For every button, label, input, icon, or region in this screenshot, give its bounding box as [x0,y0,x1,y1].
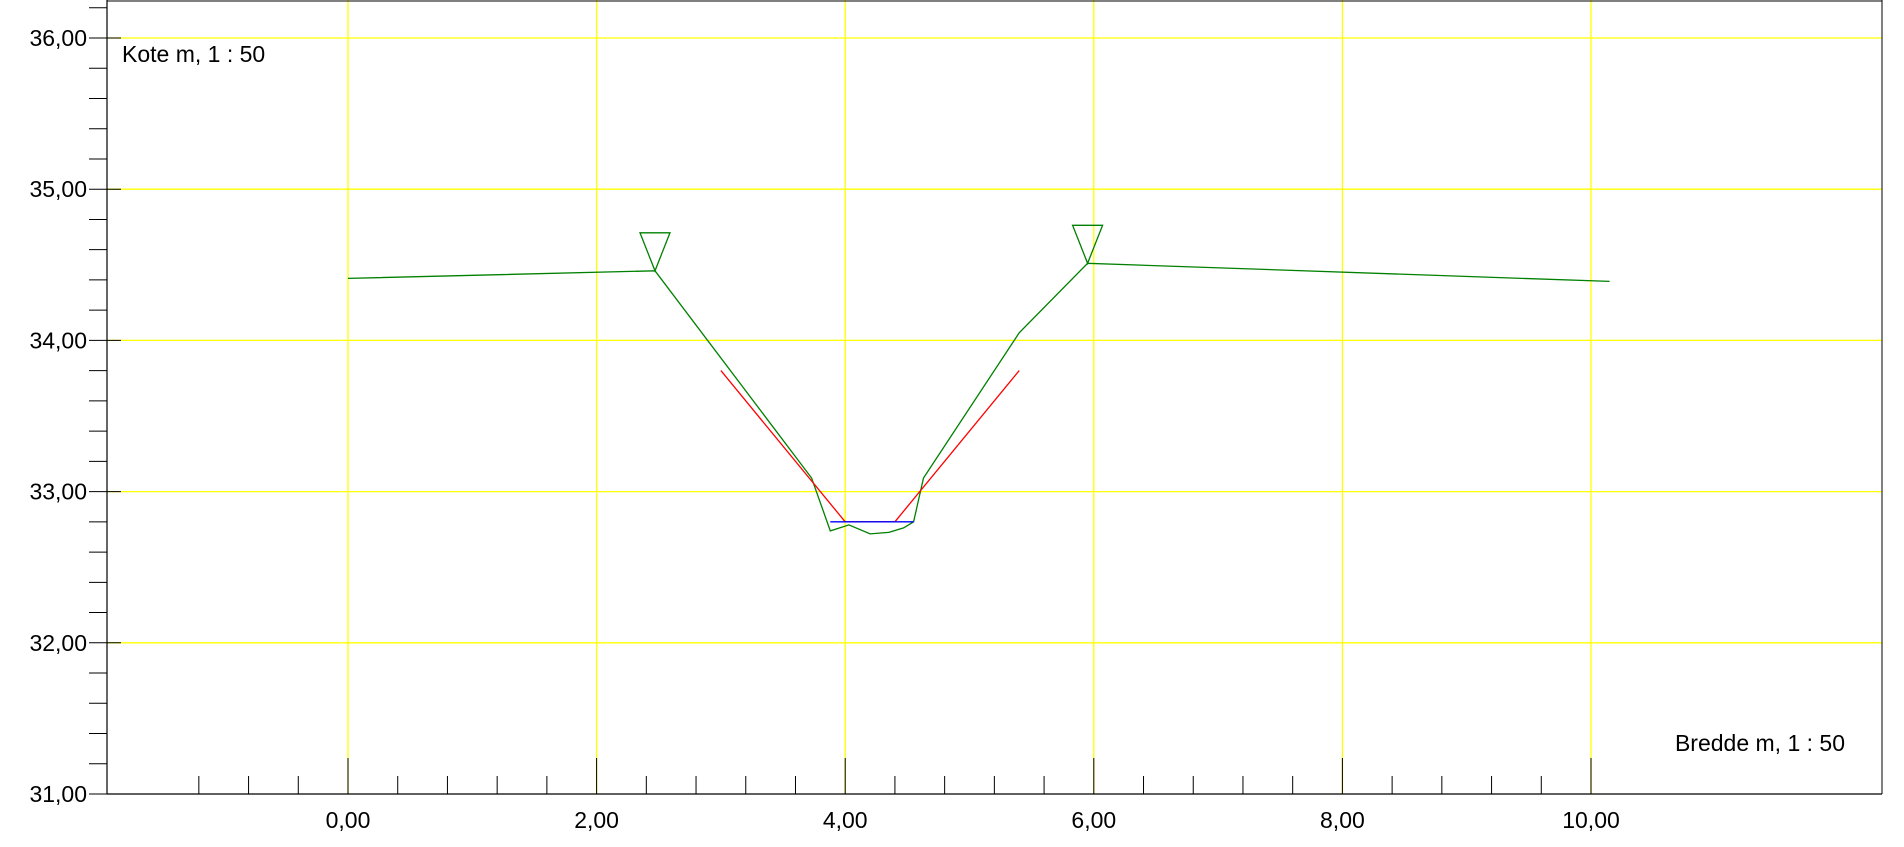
y-tick-label: 34,00 [29,327,87,353]
y-tick-label: 35,00 [29,176,87,202]
y-axis-caption: Kote m, 1 : 50 [122,41,265,67]
x-tick-label: 4,00 [823,807,868,833]
x-tick-label: 0,00 [326,807,371,833]
y-tick-label: 33,00 [29,479,87,505]
label-layer: Kote m, 1 : 50 Bredde m, 1 : 50 31,00 32,… [29,25,1845,833]
marker-layer [639,224,1104,273]
crest-marker-1 [1071,224,1104,266]
y-tick-label: 31,00 [29,781,87,807]
grid-layer [107,0,1882,794]
x-axis-caption: Bredde m, 1 : 50 [1675,730,1845,756]
crest-marker-0 [639,232,671,273]
x-tick-label: 8,00 [1320,807,1365,833]
x-tick-label: 6,00 [1071,807,1116,833]
y-tick-label: 32,00 [29,630,87,656]
x-tick-label: 2,00 [574,807,619,833]
y-tick-label: 36,00 [29,25,87,51]
series-line-0 [347,262,1610,535]
series-layer [347,262,1610,535]
axes-layer [89,0,1883,795]
x-tick-label: 10,00 [1562,807,1620,833]
series-line-1 [720,370,1020,523]
